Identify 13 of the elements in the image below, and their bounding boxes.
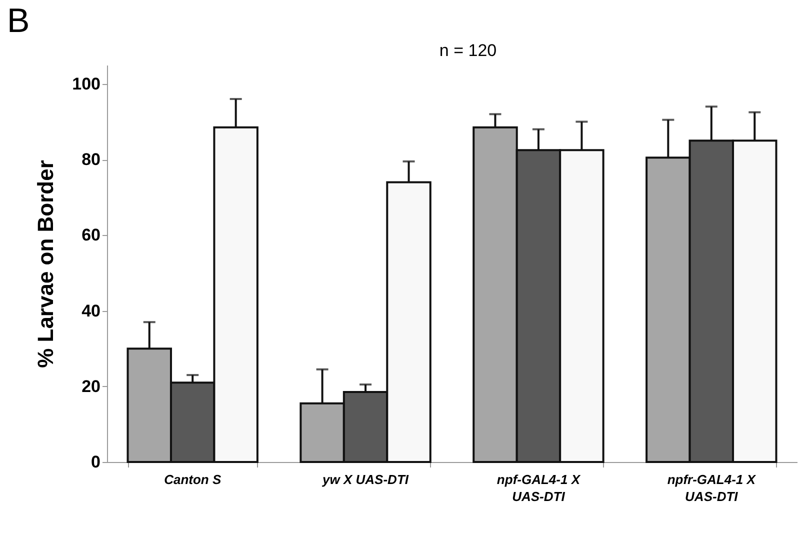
y-axis-title: % Larvae on Border xyxy=(33,160,58,368)
x-tick-label: Canton S xyxy=(164,472,222,487)
text: B xyxy=(7,2,30,40)
x-tick-label: yw X UAS-DTI xyxy=(322,472,409,487)
y-tick-label: 20 xyxy=(82,376,100,396)
y-tick-label: 40 xyxy=(82,301,100,320)
x-tick-label: npfr-GAL4-1 X UAS-DTI xyxy=(667,472,757,504)
x-tick-label: npf-GAL4-1 X UAS-DTI xyxy=(496,472,582,504)
y-tick-label: 100 xyxy=(72,74,100,94)
y-tick-label: 60 xyxy=(82,226,100,245)
y-tick-label: 0 xyxy=(91,452,100,472)
y-tick-label: 80 xyxy=(82,150,100,170)
chart-title: n = 120 xyxy=(439,41,497,60)
